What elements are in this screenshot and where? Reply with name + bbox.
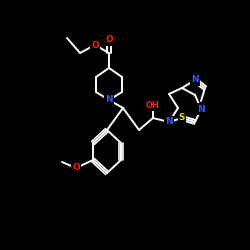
Text: O: O <box>91 40 99 50</box>
Text: OH: OH <box>146 100 160 110</box>
Text: N: N <box>105 96 113 104</box>
Text: S: S <box>179 114 185 122</box>
Text: N: N <box>197 104 205 114</box>
Text: O: O <box>72 164 80 172</box>
Text: N: N <box>191 76 199 84</box>
Text: N: N <box>165 118 173 126</box>
Text: O: O <box>105 36 113 44</box>
